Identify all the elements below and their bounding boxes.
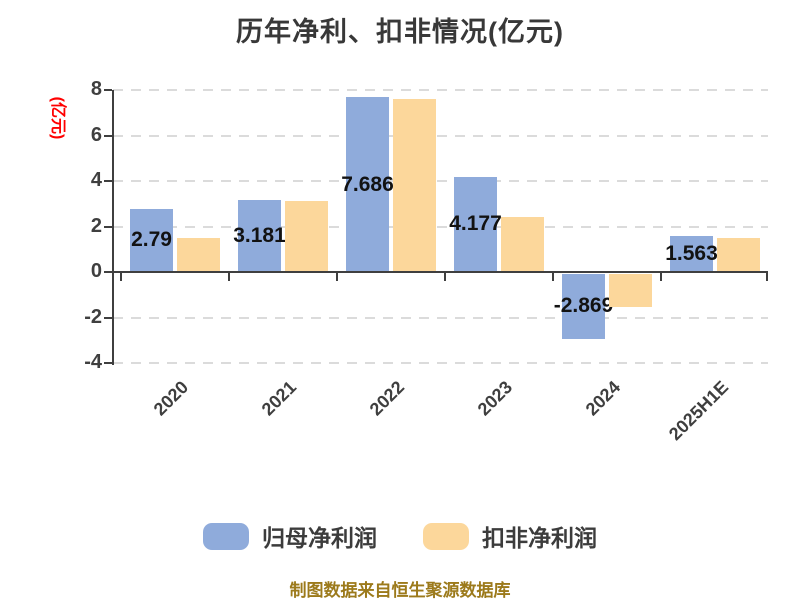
x-axis-zero-line (112, 271, 768, 273)
y-axis-tick-mark (104, 134, 112, 137)
x-axis-tick-mark (660, 273, 662, 281)
x-axis-tick-mark (120, 273, 122, 281)
bar-2024-series0 (562, 274, 605, 340)
legend-label: 归母净利润 (262, 525, 377, 551)
bar-2022-series0 (346, 97, 389, 272)
x-axis-tick-mark (766, 273, 768, 281)
gridline-y6 (113, 134, 768, 137)
bar-2023-series0 (454, 176, 497, 272)
value-label-2023: 4.177 (449, 212, 502, 236)
legend-label: 扣非净利润 (482, 525, 597, 551)
value-label-2025H1E: 1.563 (665, 242, 718, 266)
y-axis-tick-label: 6 (90, 123, 102, 146)
y-axis-tick-label: 2 (90, 214, 102, 237)
y-axis-line (112, 90, 114, 365)
gridline-y-4 (113, 362, 768, 364)
y-axis-tick-mark (104, 89, 112, 91)
value-label-2024: -2.869 (553, 293, 614, 317)
data-source-note: 制图数据来自恒生聚源数据库 (289, 581, 511, 600)
bar-2025H1E-series0 (670, 236, 713, 272)
legend-swatch-koufei-icon (423, 522, 469, 550)
bar-2023-series1 (501, 216, 544, 272)
y-axis-tick-label: -2 (84, 305, 102, 328)
y-axis-tick-label: 8 (90, 78, 102, 100)
legend-item-guimu[interactable]: 归母净利润 (203, 519, 377, 553)
gridline-y8 (113, 89, 768, 91)
value-label-2020: 2.79 (131, 228, 172, 252)
bar-2021-series1 (285, 201, 328, 272)
legend-item-koufei[interactable]: 扣非净利润 (423, 519, 597, 553)
bar-2022-series1 (393, 99, 436, 272)
y-axis-tick-mark (104, 362, 112, 364)
gridline-y4 (113, 180, 768, 182)
value-label-2021: 3.181 (233, 223, 286, 247)
gridline-y-2 (113, 316, 768, 319)
y-axis-tick-mark (104, 271, 112, 273)
x-axis-tick-mark (336, 273, 338, 281)
x-axis-tick-mark (228, 273, 230, 281)
y-axis-tick-mark (104, 225, 112, 228)
y-axis-tick-mark (104, 180, 112, 182)
y-axis-tick-label: 0 (90, 260, 102, 282)
legend: 归母净利润 扣非净利润 (0, 519, 800, 553)
legend-swatch-guimu-icon (203, 522, 249, 550)
x-axis-tick-mark (552, 273, 554, 281)
bar-2020-series1 (177, 237, 220, 272)
bar-2020-series0 (130, 208, 173, 272)
y-axis-tick-label: -4 (84, 351, 102, 373)
gridline-y2 (113, 225, 768, 228)
y-axis-tick-label: 4 (90, 169, 102, 191)
value-label-2022: 7.686 (341, 172, 394, 196)
chart-title: 历年净利、扣非情况(亿元) (236, 17, 564, 47)
bar-2025H1E-series1 (717, 237, 760, 272)
x-axis-tick-mark (444, 273, 446, 281)
bar-2021-series0 (238, 199, 281, 272)
y-axis-tick-mark (104, 316, 112, 319)
bar-2024-series1 (609, 274, 652, 307)
